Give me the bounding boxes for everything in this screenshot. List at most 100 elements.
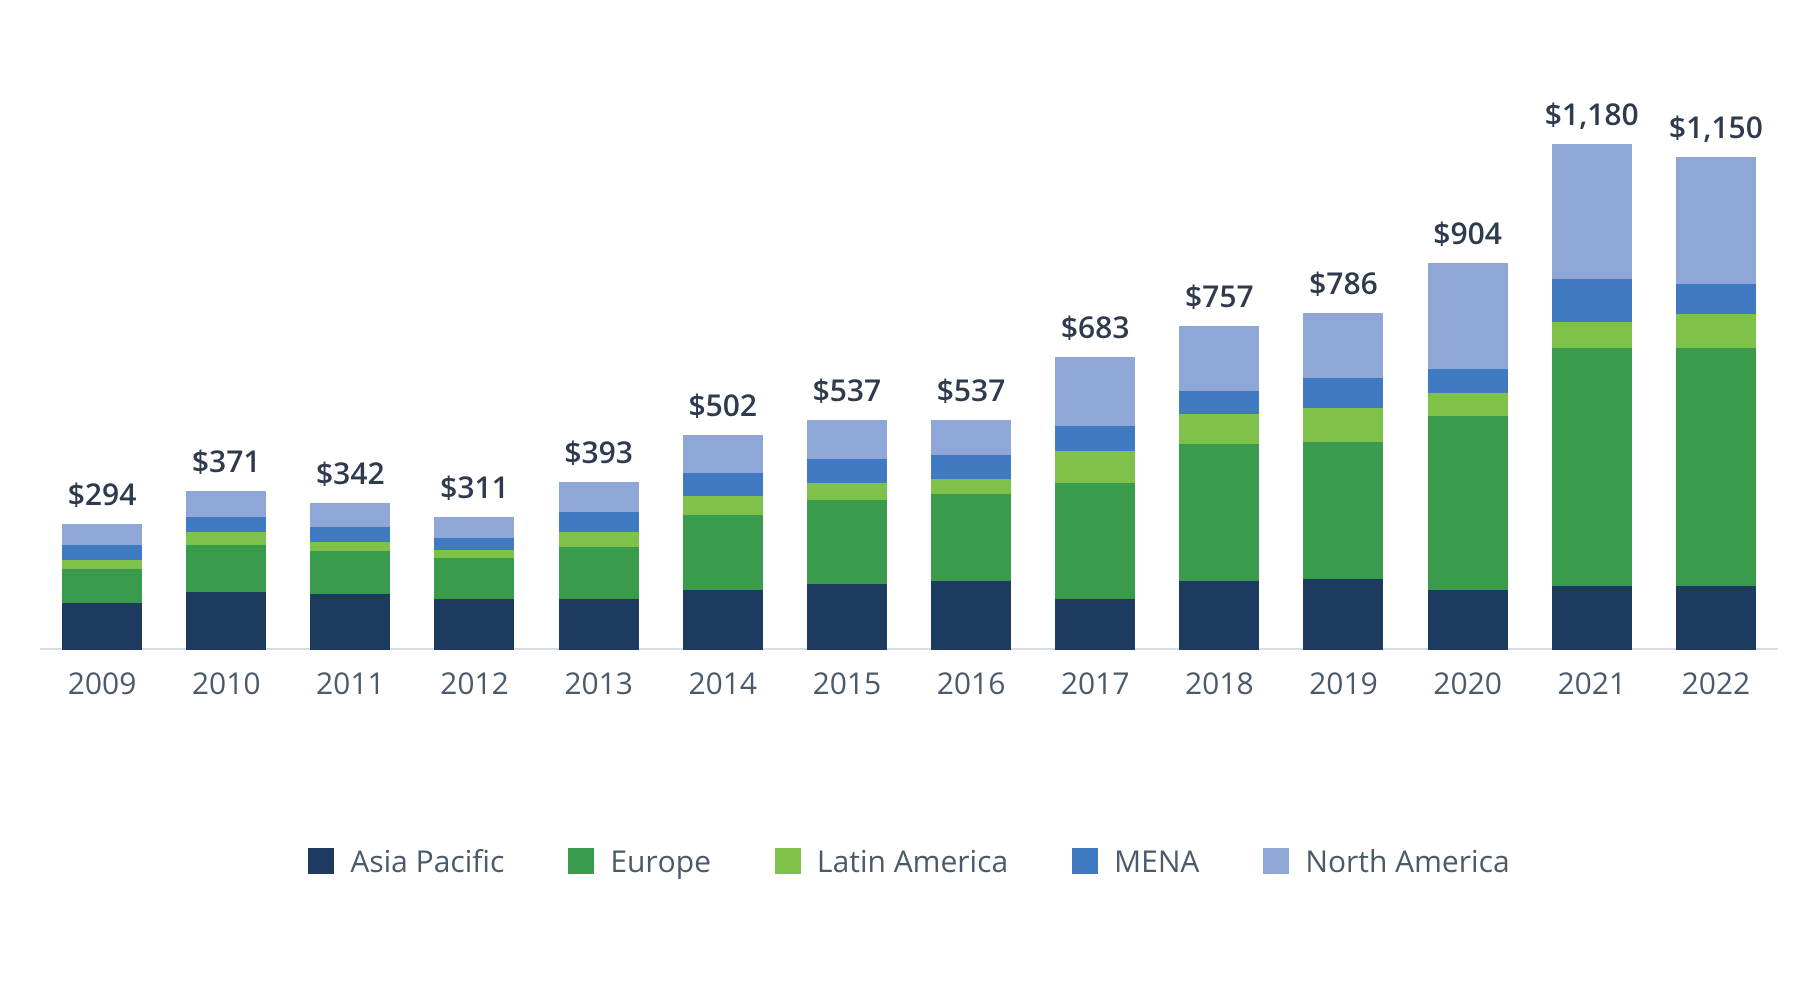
bar-segment-asia_pacific — [1552, 586, 1632, 650]
bar-slot: $683 — [1033, 110, 1157, 650]
bar-2015: $537 — [807, 420, 887, 650]
legend: Asia PacificEuropeLatin AmericaMENANorth… — [0, 840, 1818, 881]
bar-total-label: $1,150 — [1669, 106, 1763, 147]
bar-2011: $342 — [310, 503, 390, 650]
bar-total-label: $371 — [192, 440, 261, 481]
bar-segment-north_america — [1055, 357, 1135, 426]
bar-total-label: $537 — [937, 369, 1006, 410]
bar-segment-asia_pacific — [1676, 586, 1756, 650]
bar-total-label: $1,180 — [1545, 93, 1639, 134]
bar-segment-north_america — [186, 491, 266, 517]
bar-slot: $393 — [537, 110, 661, 650]
legend-swatch — [1072, 848, 1098, 874]
bar-segment-europe — [1303, 442, 1383, 579]
bar-segment-europe — [186, 545, 266, 592]
bar-2021: $1,180 — [1552, 144, 1632, 650]
bar-segment-mena — [683, 473, 763, 495]
x-tick-label: 2009 — [40, 662, 164, 703]
bar-total-label: $683 — [1061, 306, 1130, 347]
bar-slot: $1,150 — [1654, 110, 1778, 650]
bar-2020: $904 — [1428, 263, 1508, 650]
legend-label: North America — [1305, 840, 1509, 881]
x-axis-labels: 2009201020112012201320142015201620172018… — [40, 662, 1778, 703]
x-tick-label: 2017 — [1033, 662, 1157, 703]
x-tick-label: 2013 — [537, 662, 661, 703]
bar-segment-north_america — [1303, 313, 1383, 378]
bar-segment-asia_pacific — [1303, 579, 1383, 650]
x-tick-label: 2014 — [661, 662, 785, 703]
bar-segment-europe — [1179, 444, 1259, 581]
bar-segment-europe — [1552, 348, 1632, 586]
bar-total-label: $311 — [440, 466, 509, 507]
legend-item-north_america: North America — [1263, 840, 1509, 881]
bar-total-label: $294 — [68, 473, 137, 514]
bar-segment-asia_pacific — [559, 599, 639, 650]
bar-segment-north_america — [434, 517, 514, 538]
x-tick-label: 2016 — [909, 662, 1033, 703]
bar-total-label: $502 — [688, 384, 757, 425]
bar-segment-asia_pacific — [434, 599, 514, 650]
bar-segment-europe — [310, 551, 390, 594]
x-tick-label: 2010 — [164, 662, 288, 703]
bar-slot: $294 — [40, 110, 164, 650]
bar-segment-mena — [434, 538, 514, 550]
legend-item-latin_america: Latin America — [775, 840, 1008, 881]
bar-segment-mena — [1055, 426, 1135, 451]
x-tick-label: 2015 — [785, 662, 909, 703]
bar-segment-latin_america — [1676, 314, 1756, 348]
bar-segment-latin_america — [1055, 451, 1135, 483]
bar-segment-europe — [807, 500, 887, 584]
bar-segment-europe — [1676, 348, 1756, 586]
bar-slot: $537 — [909, 110, 1033, 650]
bar-segment-asia_pacific — [1179, 581, 1259, 650]
bar-segment-mena — [1428, 369, 1508, 393]
bar-segment-latin_america — [1303, 408, 1383, 442]
bar-2022: $1,150 — [1676, 157, 1756, 650]
x-tick-label: 2021 — [1530, 662, 1654, 703]
x-tick-label: 2019 — [1281, 662, 1405, 703]
bar-segment-north_america — [683, 435, 763, 474]
bar-segment-north_america — [1552, 144, 1632, 279]
bar-total-label: $786 — [1309, 262, 1378, 303]
bar-segment-asia_pacific — [310, 594, 390, 650]
bar-segment-mena — [62, 545, 142, 560]
bar-2016: $537 — [931, 420, 1011, 650]
bar-segment-latin_america — [310, 542, 390, 551]
bar-segment-mena — [310, 527, 390, 542]
bars-row: $294 $371 $342 $311 $393 $502 $537 $537 $683 $757… — [40, 110, 1778, 650]
bar-segment-latin_america — [683, 496, 763, 515]
bar-segment-north_america — [807, 420, 887, 459]
bar-segment-europe — [1428, 416, 1508, 590]
bar-segment-asia_pacific — [931, 581, 1011, 650]
bar-slot: $904 — [1406, 110, 1530, 650]
bar-segment-north_america — [1179, 326, 1259, 391]
bar-slot: $502 — [661, 110, 785, 650]
bar-total-label: $904 — [1433, 212, 1502, 253]
bar-segment-north_america — [1676, 157, 1756, 283]
bar-segment-asia_pacific — [683, 590, 763, 650]
bar-segment-latin_america — [434, 550, 514, 558]
x-tick-label: 2012 — [412, 662, 536, 703]
bar-total-label: $757 — [1185, 275, 1254, 316]
bar-2012: $311 — [434, 517, 514, 650]
bar-segment-mena — [931, 455, 1011, 479]
legend-swatch — [308, 848, 334, 874]
bar-slot: $786 — [1281, 110, 1405, 650]
bar-2018: $757 — [1179, 326, 1259, 650]
bar-segment-asia_pacific — [1055, 599, 1135, 650]
x-tick-label: 2011 — [288, 662, 412, 703]
x-tick-label: 2018 — [1157, 662, 1281, 703]
legend-label: Asia Pacific — [350, 840, 504, 881]
legend-item-mena: MENA — [1072, 840, 1199, 881]
bar-slot: $757 — [1157, 110, 1281, 650]
bar-2014: $502 — [683, 435, 763, 650]
bar-total-label: $393 — [564, 431, 633, 472]
legend-item-asia_pacific: Asia Pacific — [308, 840, 504, 881]
legend-swatch — [568, 848, 594, 874]
bar-segment-europe — [62, 569, 142, 603]
x-tick-label: 2020 — [1406, 662, 1530, 703]
x-tick-label: 2022 — [1654, 662, 1778, 703]
bar-segment-mena — [559, 512, 639, 533]
bar-2013: $393 — [559, 482, 639, 650]
bar-segment-europe — [1055, 483, 1135, 599]
